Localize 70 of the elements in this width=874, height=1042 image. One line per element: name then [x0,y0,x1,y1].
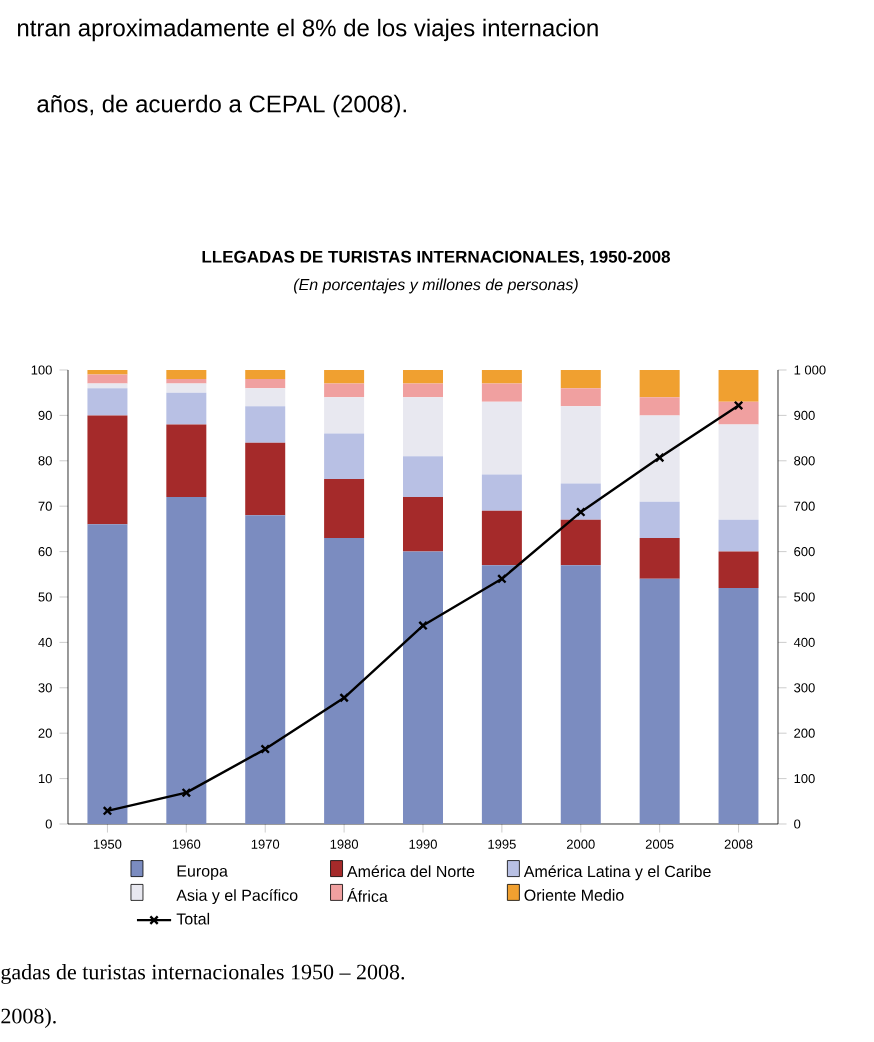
bar [560,370,601,389]
text: ntran aproximadamente el 8% de los viajes internacion [18,18,598,42]
point [654,452,665,463]
bar [560,388,601,407]
legend-label: Oriente Medio [524,889,624,901]
bar [245,379,286,389]
text: años, de acuerdo a CEPAL (2008). [37,94,406,118]
bar [481,401,522,475]
point [260,744,271,754]
bar [403,397,443,457]
bar [324,537,365,824]
bar [166,383,207,393]
legend-label: África [346,887,388,902]
bar [639,501,680,538]
legend-label: Europa [177,865,228,880]
bar [166,392,207,425]
bar [560,519,601,566]
bar [87,388,128,416]
bar [87,374,128,384]
bar [481,510,522,566]
bar [639,578,680,824]
legend-label: América Latina y el Caribe [523,865,711,881]
point [181,787,192,798]
bar [718,370,759,402]
bar [718,519,759,552]
text: gadas de turistas internacionales 1950 – 2008. [1,964,405,984]
bar [324,478,365,538]
point [575,507,586,517]
bar [639,537,680,579]
bar [245,442,286,516]
bar [560,565,601,824]
bar [245,370,286,380]
bar [87,415,128,525]
bar [324,383,365,398]
bar [245,388,286,407]
legend-label: Asia y el Pacífico [176,889,298,905]
chart-subtitle: (En porcentajes y millones de personas) [294,278,578,294]
bar [166,370,207,380]
bar [245,515,286,824]
bar [403,497,443,552]
bar [87,524,128,824]
bar [718,551,759,588]
bar [639,397,680,416]
bar [324,370,365,384]
point [339,692,349,703]
chart-title: LLEGADAS DE TURISTAS INTERNACIONALES, 1950-2008 [202,250,671,266]
bar [560,483,601,520]
bar [245,406,286,443]
legend-label: Total [176,912,210,925]
bar [324,397,365,434]
bar [639,415,680,502]
legend-label: América del Norte [346,865,475,878]
bar [324,433,365,479]
bar [403,456,443,498]
point [497,573,507,584]
bar [403,551,443,824]
point [418,620,428,631]
bar [166,497,207,824]
bar [560,406,601,484]
bar [718,587,759,824]
bar [481,370,522,384]
bar [639,370,680,398]
bar [481,474,522,511]
bar [718,424,759,520]
text: 2008). [1,1008,56,1028]
bar [403,370,443,384]
bar [403,383,443,398]
bar [481,383,522,402]
bar [481,565,522,824]
bar [166,424,207,498]
